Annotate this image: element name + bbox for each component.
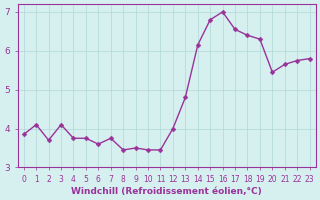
X-axis label: Windchill (Refroidissement éolien,°C): Windchill (Refroidissement éolien,°C) [71, 187, 262, 196]
